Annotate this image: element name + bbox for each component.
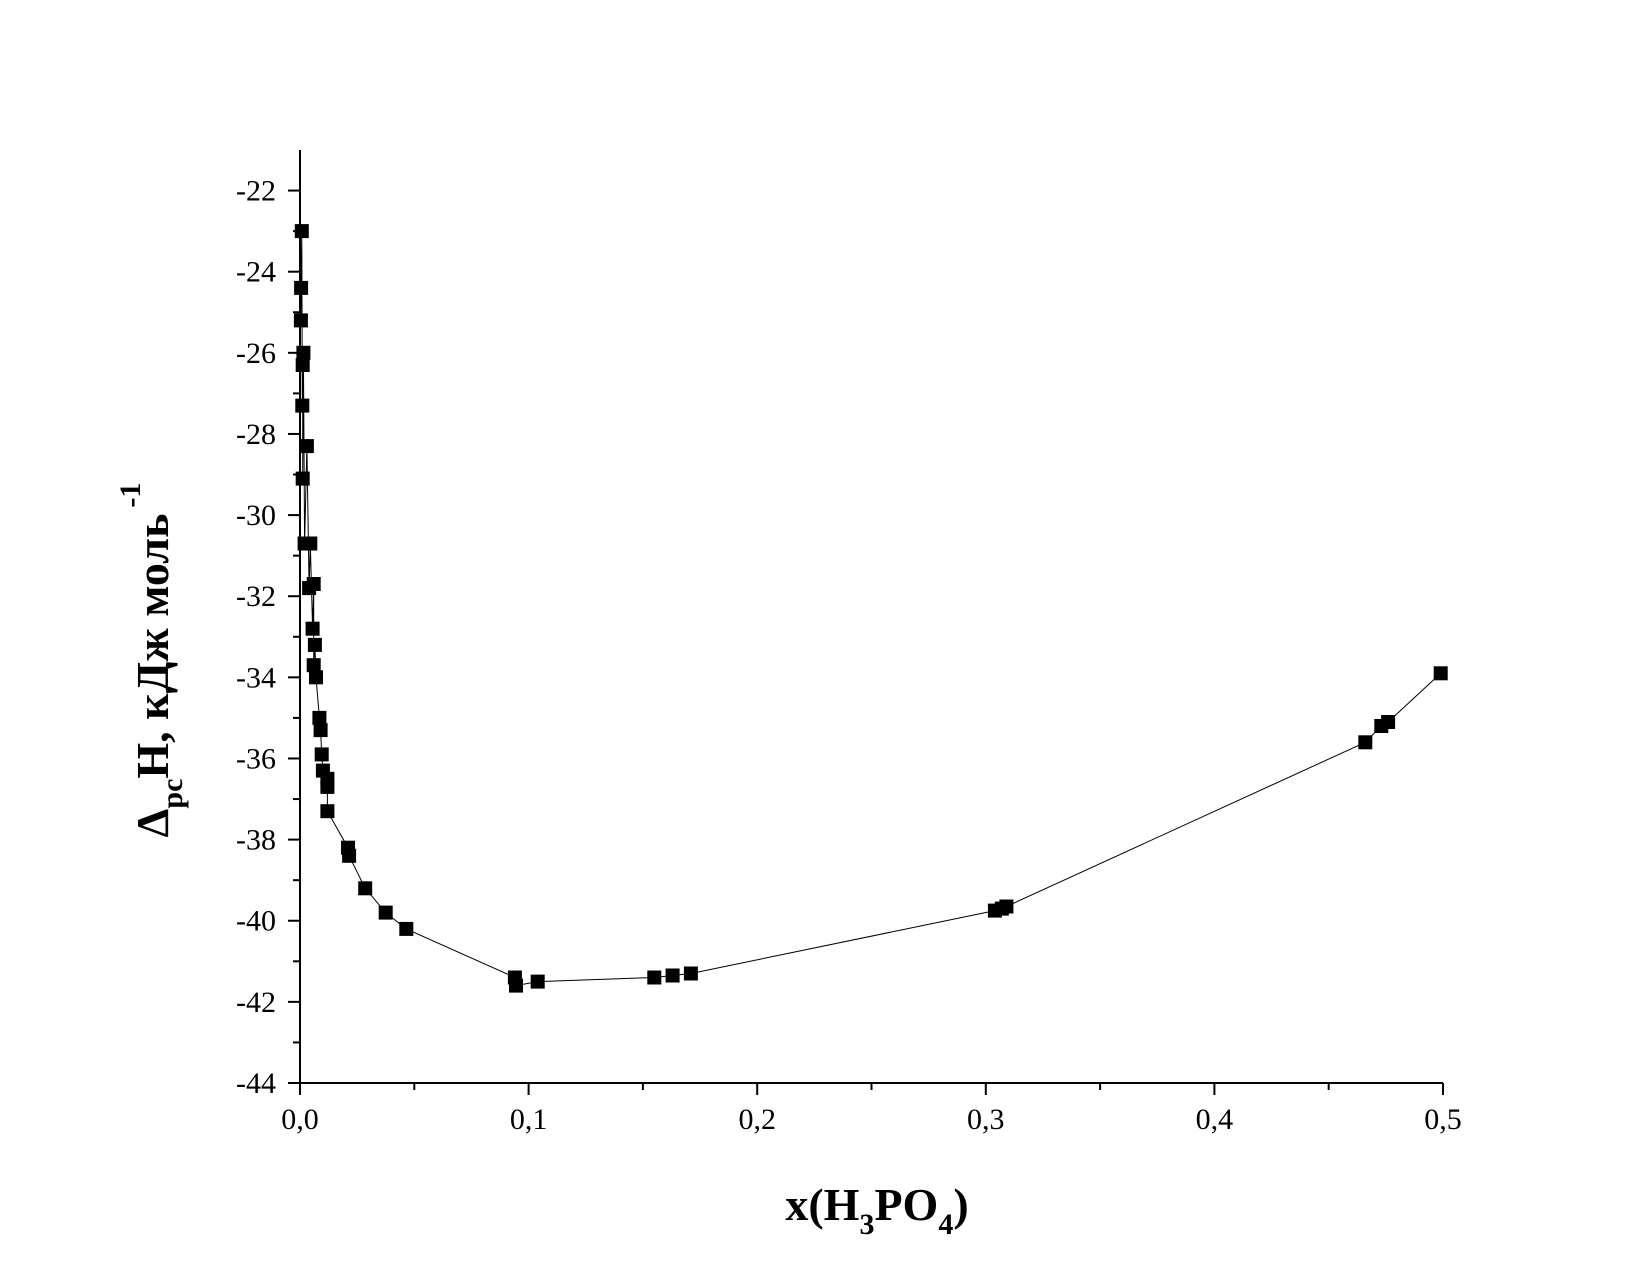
x-tick-label: 0,4 [1196,1103,1234,1136]
data-point [296,345,311,360]
x-tick-label: 0,1 [510,1103,548,1136]
y-tick-label: -42 [236,986,276,1019]
data-point [305,621,320,636]
y-tick-label: -28 [236,418,276,451]
y-tick-label: -34 [236,661,276,694]
data-point [295,398,310,413]
x-axis-title-mid: PO [874,1179,938,1230]
x-tick-label: 0,0 [281,1103,319,1136]
y-tick-label: -44 [236,1067,276,1100]
y-axis-title-sub: рс [156,779,189,809]
data-point [358,881,373,896]
data-point [294,280,309,295]
axes: 0,0 0,1 0,2 0,3 0,4 0,5 -22 -24 -26 -28 -30 -32 -34… [236,150,1462,1136]
data-point [999,899,1014,914]
data-point [683,966,698,981]
y-tick-label: -40 [236,905,276,938]
data-point [342,848,357,863]
data-point [647,970,662,985]
data-point [509,978,523,993]
data-point [295,358,310,372]
x-axis-title: x(H3PO4) [785,1179,968,1241]
x-tick-label: 0,3 [967,1103,1005,1136]
data-point [1358,735,1373,750]
data-point [314,747,329,762]
data-point [320,804,335,819]
data-point [378,905,393,920]
x-axis-title-end: ) [953,1179,968,1230]
y-axis-title: ΔрсH, кДж моль -1 [114,483,189,838]
data-point [1381,715,1396,729]
data-point [312,710,327,725]
data-point [320,779,335,794]
x-tick-label: 0,5 [1424,1103,1462,1136]
y-tick-label: -36 [236,742,276,775]
data-point [293,313,308,328]
y-axis-title-main: H, кДж моль [127,514,178,779]
data-point [306,658,321,673]
data-point [530,974,545,989]
y-tick-label: -32 [236,580,276,613]
x-axis-title-main: x(H [785,1179,859,1230]
data-point [299,439,314,454]
series-line [300,231,1442,987]
x-ticks: 0,0 0,1 0,2 0,3 0,4 0,5 [281,1083,1462,1136]
data-point [1433,666,1448,681]
data-point [399,921,414,936]
data-point [294,224,309,239]
y-tick-label: -30 [236,499,276,532]
y-tick-label: -22 [236,175,276,208]
x-tick-label: 0,2 [738,1103,776,1136]
y-tick-label: -38 [236,824,276,857]
y-tick-label: -26 [236,337,276,370]
y-axis-title-sup: -1 [114,483,147,508]
plot-area [293,224,1448,993]
y-axis-title-delta: Δ [127,808,178,837]
data-point [307,637,322,652]
data-point [313,723,328,738]
x-axis-title-sub1: 3 [859,1208,874,1241]
data-point [309,670,323,685]
x-axis-title-sub2: 4 [938,1208,953,1241]
data-point [306,577,321,591]
data-point [303,536,318,551]
y-ticks: -22 -24 -26 -28 -30 -32 -34 -36 -38 -40 -42 -44 [236,175,300,1100]
data-point [295,471,310,486]
markers [293,224,1448,993]
data-point [665,968,680,983]
y-tick-label: -24 [236,256,276,289]
